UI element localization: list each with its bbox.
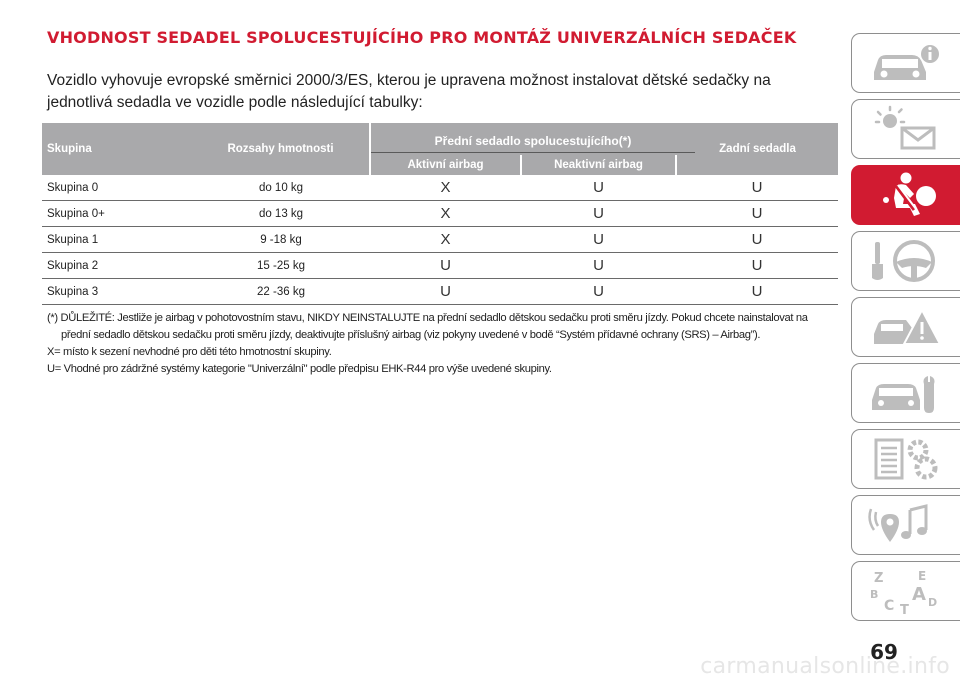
note-important-line1: (*) DŮLEŽITÉ: Jestliže je airbag v pohot…: [47, 312, 808, 324]
cell-rear: U: [676, 252, 838, 279]
header-weight: Rozsahy hmotnosti: [192, 123, 371, 175]
header-airbag-inactive: Neaktivní airbag: [521, 155, 677, 175]
index-letter-t: T: [900, 603, 909, 616]
child-seat-suitability-table: Skupina Rozsahy hmotnosti Přední sedadlo…: [42, 123, 838, 305]
dashboard-lights-icon: [874, 105, 936, 150]
cell-airbag-inactive: U: [521, 226, 676, 253]
cell-weight: 9 -18 kg: [192, 226, 370, 253]
tab-dashboard-lights[interactable]: [851, 99, 960, 159]
cell-airbag-active: X: [370, 226, 521, 253]
cell-airbag-active: X: [370, 200, 521, 227]
cell-weight: 15 -25 kg: [192, 252, 370, 279]
note-u-meaning: U= Vhodné pro zádržné systémy kategorie …: [47, 363, 552, 375]
table-row: Skupina 3 22 -36 kg U U U: [42, 278, 838, 305]
header-group: Skupina: [42, 123, 192, 175]
cell-airbag-inactive: U: [521, 252, 676, 279]
tab-car-info[interactable]: [851, 33, 960, 93]
cell-rear: U: [676, 278, 838, 305]
cell-group: Skupina 0+: [42, 200, 192, 227]
cell-airbag-active: X: [370, 175, 521, 201]
car-service-icon: [872, 376, 935, 413]
index-letter-c: C: [884, 598, 894, 614]
car-info-icon: [874, 43, 941, 80]
cell-airbag-inactive: U: [521, 175, 676, 201]
tab-safety[interactable]: [851, 165, 960, 225]
cell-rear: U: [676, 175, 838, 201]
watermark: carmanualsonline.info: [700, 654, 950, 679]
index-letter-e: E: [918, 569, 926, 583]
steering-wheel-icon: [872, 240, 935, 282]
index-az-icon: Z E B A C D T: [870, 569, 937, 616]
cell-group: Skupina 3: [42, 278, 192, 305]
table-notes: (*) DŮLEŽITÉ: Jestliže je airbag v pohot…: [47, 310, 837, 378]
table-row: Skupina 0 do 10 kg X U U: [42, 175, 838, 201]
cell-rear: U: [676, 226, 838, 253]
note-x-meaning: X= místo k sezení nevhodné pro děti této…: [47, 346, 332, 358]
header-front-seat-mark: (*): [618, 134, 632, 148]
table-row: Skupina 1 9 -18 kg X U U: [42, 226, 838, 253]
cell-group: Skupina 2: [42, 252, 192, 279]
multimedia-icon: [868, 504, 928, 542]
header-front-seat: Přední sedadlo spolucestujícího(*): [370, 123, 695, 155]
cell-group: Skupina 0: [42, 175, 192, 201]
page-number: 69: [870, 640, 898, 664]
cell-rear: U: [676, 200, 838, 227]
page-title: VHODNOST SEDADEL SPOLUCESTUJÍCÍHO PRO MO…: [47, 28, 797, 47]
car-warning-icon: [874, 307, 942, 345]
technical-data-icon: [874, 438, 938, 480]
note-important-line2: přední sedadlo dětskou sedačku proti smě…: [61, 329, 761, 341]
cell-group: Skupina 1: [42, 226, 192, 253]
intro-paragraph: Vozidlo vyhovuje evropské směrnici 2000/…: [47, 72, 771, 111]
header-front-seat-label: Přední sedadlo spolucestujícího: [434, 134, 619, 148]
index-letter-d: D: [928, 596, 937, 609]
index-letter-a: A: [912, 584, 926, 605]
cell-airbag-active: U: [370, 252, 521, 279]
tab-index[interactable]: Z E B A C D T: [851, 561, 960, 621]
tab-service[interactable]: [851, 363, 960, 423]
index-letter-z: Z: [874, 571, 883, 586]
table-row: Skupina 0+ do 13 kg X U U: [42, 200, 838, 227]
cell-weight: do 10 kg: [192, 175, 370, 201]
tab-multimedia[interactable]: [851, 495, 960, 555]
cell-airbag-active: U: [370, 278, 521, 305]
chapter-tabs: Z E B A C D T: [851, 33, 960, 627]
cell-weight: do 13 kg: [192, 200, 370, 227]
tab-technical-data[interactable]: [851, 429, 960, 489]
cell-weight: 22 -36 kg: [192, 278, 370, 305]
tab-steering-wheel[interactable]: [851, 231, 960, 291]
header-rear-seats: Zadní sedadla: [676, 123, 838, 175]
index-letter-b: B: [870, 588, 878, 601]
seatbelt-airbag-icon: [883, 172, 936, 216]
tab-emergency[interactable]: [851, 297, 960, 357]
cell-airbag-inactive: U: [521, 200, 676, 227]
header-airbag-active: Aktivní airbag: [370, 155, 522, 175]
table-row: Skupina 2 15 -25 kg U U U: [42, 252, 838, 279]
cell-airbag-inactive: U: [521, 278, 676, 305]
